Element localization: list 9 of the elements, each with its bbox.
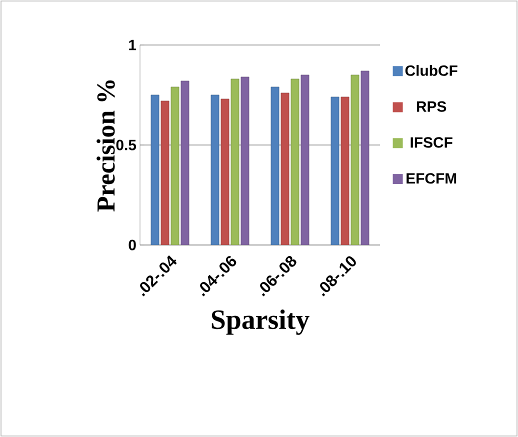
legend-label: ClubCF	[405, 64, 458, 76]
y-tick-label: 0	[128, 240, 136, 250]
y-axis-title: Precision %	[96, 80, 115, 212]
legend-label: RPS	[416, 101, 446, 112]
legend-label: IFSCF	[410, 137, 452, 148]
y-tick-label: 0.5	[116, 140, 136, 150]
legend-label: EFCFM	[406, 173, 456, 184]
x-axis-title: Sparsity	[212, 310, 310, 335]
y-tick-label: 1	[129, 40, 136, 50]
